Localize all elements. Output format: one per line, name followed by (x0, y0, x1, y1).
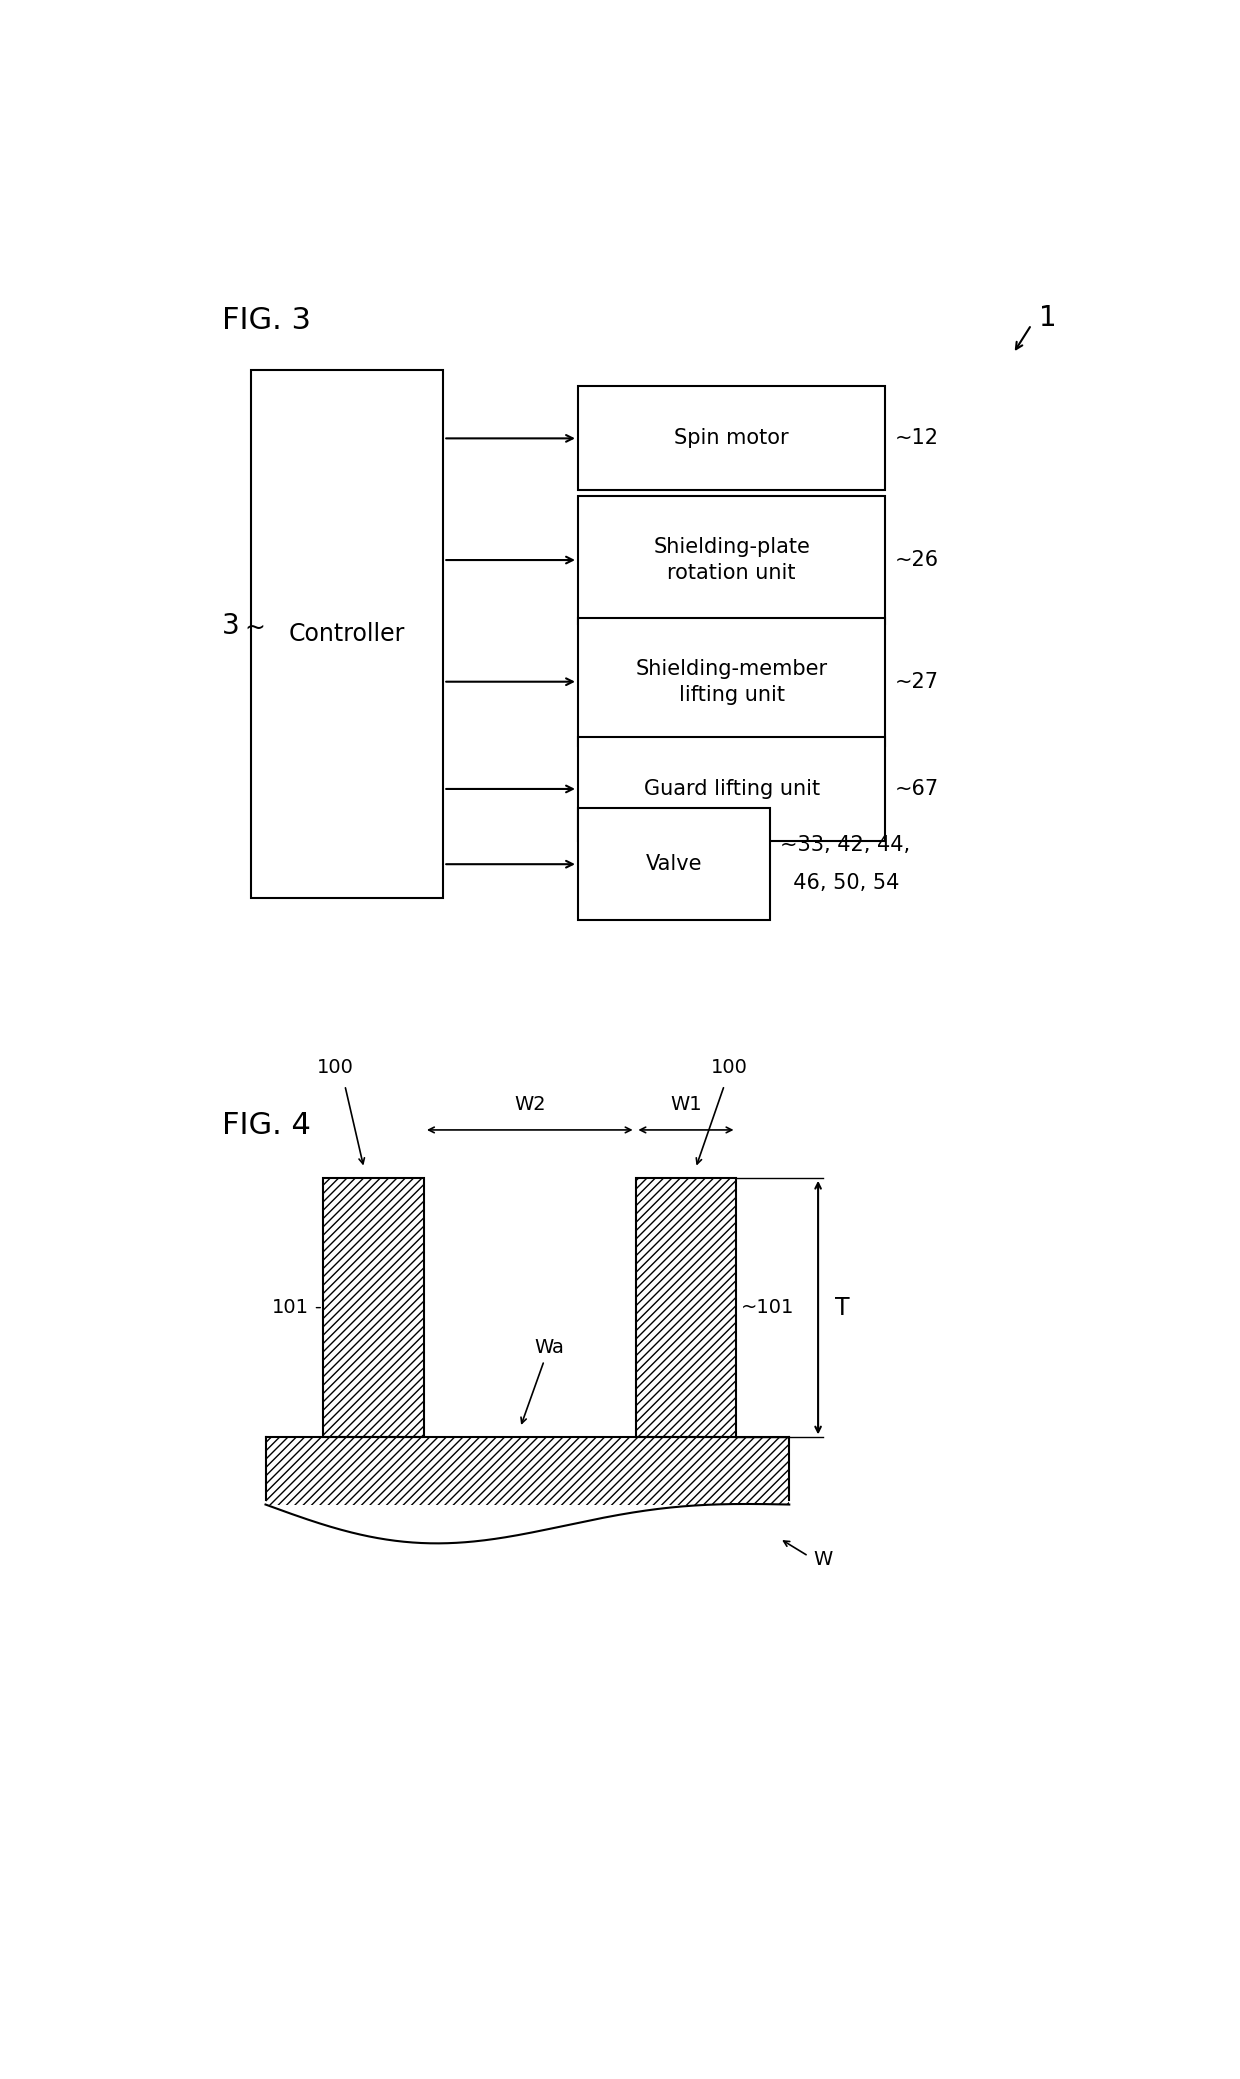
Text: 101: 101 (272, 1297, 309, 1318)
Bar (250, 370, 444, 898)
Bar (578, 809, 770, 921)
Text: ~27: ~27 (895, 672, 939, 692)
Text: 1: 1 (1039, 304, 1056, 333)
Text: ~33, 42, 44,: ~33, 42, 44, (780, 836, 910, 854)
Text: ~101: ~101 (742, 1297, 795, 1318)
Bar (578, 497, 885, 624)
Text: Controller: Controller (289, 622, 405, 647)
Bar (578, 387, 885, 491)
Bar (265, 1437, 789, 1505)
Text: W: W (813, 1549, 832, 1570)
Text: Shielding-plate
rotation unit: Shielding-plate rotation unit (653, 536, 810, 584)
Text: W2: W2 (513, 1096, 546, 1114)
Text: T: T (836, 1295, 849, 1320)
Bar (635, 1179, 737, 1437)
Polygon shape (265, 1437, 789, 1543)
Text: ~12: ~12 (895, 428, 939, 449)
Text: 100: 100 (316, 1058, 353, 1077)
Text: ~67: ~67 (895, 780, 939, 798)
Text: Shielding-member
lifting unit: Shielding-member lifting unit (636, 659, 827, 705)
Text: W1: W1 (670, 1096, 702, 1114)
Text: 3: 3 (222, 611, 239, 640)
Bar (578, 617, 885, 746)
Bar (578, 736, 885, 842)
Text: Guard lifting unit: Guard lifting unit (644, 780, 820, 798)
Text: 100: 100 (711, 1058, 748, 1077)
Text: ~: ~ (244, 615, 265, 638)
Bar (324, 1179, 424, 1437)
Text: FIG. 4: FIG. 4 (222, 1110, 311, 1139)
Text: ~26: ~26 (895, 551, 939, 570)
Text: FIG. 3: FIG. 3 (222, 306, 311, 335)
Text: 46, 50, 54: 46, 50, 54 (780, 873, 899, 894)
Text: Valve: Valve (646, 854, 702, 873)
Text: Wa: Wa (534, 1339, 564, 1358)
Text: Spin motor: Spin motor (675, 428, 789, 449)
